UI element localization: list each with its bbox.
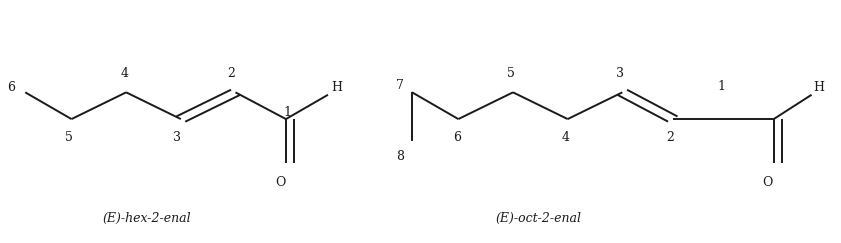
Text: 5: 5: [65, 131, 73, 144]
Text: 8: 8: [396, 149, 405, 163]
Text: 7: 7: [396, 79, 405, 92]
Text: 3: 3: [172, 131, 181, 144]
Text: O: O: [762, 176, 772, 189]
Text: (E)-oct-2-enal: (E)-oct-2-enal: [495, 212, 581, 225]
Text: 2: 2: [227, 67, 235, 80]
Text: 5: 5: [507, 67, 516, 80]
Text: H: H: [812, 81, 824, 94]
Text: 1: 1: [717, 80, 726, 93]
Text: 6: 6: [452, 131, 461, 144]
Text: 4: 4: [561, 131, 569, 144]
Text: 3: 3: [616, 67, 624, 80]
Text: 6: 6: [7, 81, 15, 94]
Text: 4: 4: [120, 67, 129, 80]
Text: 1: 1: [283, 106, 292, 120]
Text: O: O: [275, 176, 285, 189]
Text: H: H: [331, 81, 342, 94]
Text: 2: 2: [666, 131, 674, 144]
Text: (E)-hex-2-enal: (E)-hex-2-enal: [103, 212, 192, 225]
